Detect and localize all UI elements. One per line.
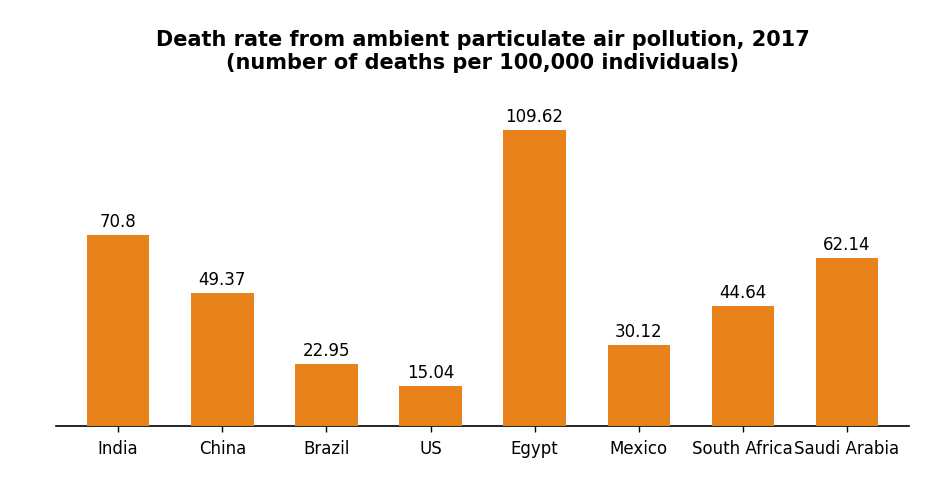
Text: 70.8: 70.8 [100, 213, 136, 231]
Bar [607, 345, 669, 426]
Text: 44.64: 44.64 [718, 284, 766, 301]
Bar [191, 293, 253, 426]
Title: Death rate from ambient particulate air pollution, 2017
(number of deaths per 10: Death rate from ambient particulate air … [156, 29, 808, 73]
Bar [87, 235, 149, 426]
Text: 49.37: 49.37 [198, 270, 246, 289]
Bar [711, 306, 773, 426]
Bar [815, 258, 877, 426]
Text: 30.12: 30.12 [615, 323, 662, 341]
Bar [295, 364, 357, 426]
Text: 15.04: 15.04 [406, 364, 453, 382]
Text: 109.62: 109.62 [505, 108, 563, 126]
Text: 62.14: 62.14 [822, 236, 870, 254]
Bar [399, 386, 462, 426]
Text: 22.95: 22.95 [302, 342, 349, 360]
Bar [502, 130, 565, 426]
